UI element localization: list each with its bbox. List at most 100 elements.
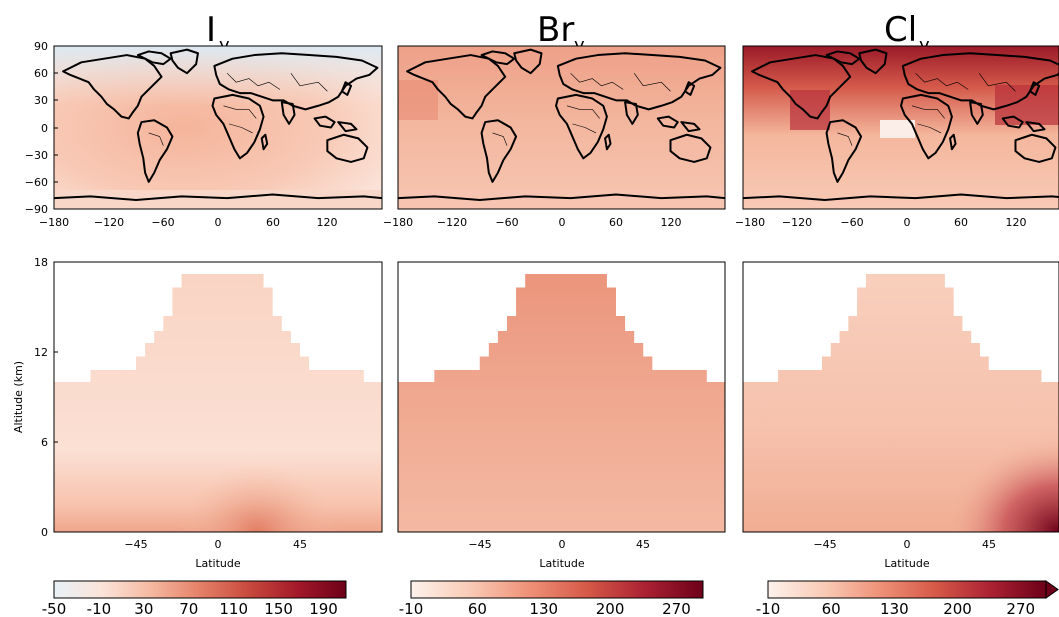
map-cly-xaxis: −180 −120 −60 0 60 120 — [735, 216, 1027, 229]
map-cly-xtick: 120 — [1006, 216, 1027, 229]
zonal-bry-xlabel: Latitude — [539, 557, 585, 570]
map-cly-frame — [742, 45, 1059, 210]
colorbar-tick-label: 200 — [943, 600, 972, 617]
zonal-cly-xtick: −45 — [813, 538, 836, 551]
zonal-bry-xtick: −45 — [468, 538, 491, 551]
zonal-panel-bry — [397, 261, 726, 533]
map-bry-xtick: −120 — [437, 216, 467, 229]
map-ytick-30: 30 — [34, 94, 48, 107]
map-iy-xtick: −60 — [151, 216, 174, 229]
zonal-iy-frame — [53, 261, 383, 533]
zonal-iy-hotspot — [54, 274, 382, 532]
zonal-cly-hotspot — [743, 274, 1059, 532]
map-bry-xaxis: −180 −120 −60 0 60 120 — [383, 216, 682, 229]
colorbar-tick-label: -50 — [42, 600, 67, 617]
zonal-cly-frame — [742, 261, 1059, 533]
title-bry-main: Br — [537, 10, 574, 50]
map-bry-field — [398, 46, 725, 209]
map-ytick-m60: −60 — [25, 176, 48, 189]
colorbar-tick-label: 200 — [596, 600, 625, 617]
map-ytick-60: 60 — [34, 67, 48, 80]
colorbar-cly: -10 60 130 200 270 — [756, 580, 1059, 617]
map-iy-yaxis: 90 60 30 0 −30 −60 −90 — [25, 40, 58, 216]
zonal-iy-xaxis: −45 0 45 Latitude — [124, 538, 307, 570]
colorbar-tick-label: -10 — [756, 600, 781, 617]
map-bry-xtick: −60 — [495, 216, 518, 229]
map-cly-xtick: −120 — [782, 216, 812, 229]
colorbar-tick-label: 270 — [1006, 600, 1035, 617]
zonal-bry-xtick: 45 — [636, 538, 650, 551]
map-bry-frame — [397, 45, 726, 210]
colorbar-cly-bar — [767, 580, 1047, 599]
map-bry-xtick: 60 — [609, 216, 623, 229]
map-panel-bry — [397, 45, 726, 210]
colorbar-iy-bar — [53, 580, 347, 599]
colorbar-tick-label: 270 — [662, 600, 691, 617]
zonal-ytick-18: 18 — [34, 256, 48, 269]
colorbar-cly-extend-arrow — [1045, 580, 1059, 599]
map-bry-xtick: 120 — [661, 216, 682, 229]
map-ytick-m90: −90 — [25, 203, 48, 216]
colorbar-tick-label: 60 — [822, 600, 841, 617]
colorbar-tick-label: 60 — [468, 600, 487, 617]
title-iy-main: I — [206, 10, 216, 50]
zonal-bry-xaxis: −45 0 45 Latitude — [468, 538, 650, 570]
zonal-cly-xlabel: Latitude — [884, 557, 930, 570]
zonal-iy-xlabel: Latitude — [195, 557, 241, 570]
map-cly-xtick: −180 — [735, 216, 765, 229]
colorbar-tick-label: 150 — [264, 600, 293, 617]
colorbar-tick-label: 190 — [309, 600, 338, 617]
colorbar-tick-label: -10 — [87, 600, 112, 617]
map-iy-xaxis: −180 −120 −60 0 60 120 — [39, 216, 338, 229]
map-iy-xtick: 0 — [215, 216, 222, 229]
colorbar-cly-ticks: -10 60 130 200 270 — [756, 600, 1035, 617]
zonal-cly-xtick: 0 — [904, 538, 911, 551]
title-cly-main: Cl — [884, 10, 917, 50]
map-bry-xtick: −180 — [383, 216, 413, 229]
colorbar-tick-label: 110 — [219, 600, 248, 617]
map-bry-antarctic — [398, 190, 725, 209]
map-panel-cly — [742, 45, 1059, 210]
zonal-ytick-6: 6 — [41, 436, 48, 449]
zonal-iy-xtick: −45 — [124, 538, 147, 551]
colorbar-bry-bar — [410, 580, 704, 599]
zonal-panel-iy — [53, 261, 383, 533]
zonal-bry-xtick: 0 — [559, 538, 566, 551]
zonal-cly-xaxis: −45 0 45 Latitude — [813, 538, 996, 570]
map-iy-xtick: 60 — [266, 216, 280, 229]
map-ytick-m30: −30 — [25, 149, 48, 162]
colorbar-tick-label: 130 — [880, 600, 909, 617]
map-ytick-0: 0 — [41, 122, 48, 135]
colorbar-tick-label: 130 — [529, 600, 558, 617]
zonal-ytick-12: 12 — [34, 346, 48, 359]
map-iy-xtick: 120 — [317, 216, 338, 229]
map-cly-xtick: 60 — [954, 216, 968, 229]
zonal-cly-xtick: 45 — [982, 538, 996, 551]
map-cly-xtick: 0 — [904, 216, 911, 229]
map-cly-low-region — [880, 120, 915, 138]
zonal-ylabel: Altitude (km) — [12, 361, 25, 433]
colorbar-iy: -50 -10 30 70 110 150 190 — [42, 580, 347, 617]
map-bry-xtick: 0 — [559, 216, 566, 229]
colorbar-tick-label: 30 — [134, 600, 153, 617]
colorbar-tick-label: -10 — [399, 600, 424, 617]
zonal-iy-xtick: 45 — [293, 538, 307, 551]
zonal-yaxis: 18 12 6 0 Altitude (km) — [12, 256, 58, 539]
colorbar-iy-ticks: -50 -10 30 70 110 150 190 — [42, 600, 338, 617]
colorbar-bry-ticks: -10 60 130 200 270 — [399, 600, 691, 617]
zonal-bry-field — [398, 274, 725, 532]
map-bry-hotspot-pacific — [398, 80, 438, 120]
map-panel-iy — [52, 45, 383, 210]
zonal-iy-xtick: 0 — [215, 538, 222, 551]
colorbar-bry: -10 60 130 200 270 — [399, 580, 704, 617]
colorbar-tick-label: 70 — [179, 600, 198, 617]
zonal-ytick-0: 0 — [41, 526, 48, 539]
zonal-panel-cly — [742, 261, 1059, 533]
zonal-bry-frame — [397, 261, 726, 533]
map-cly-xtick: −60 — [840, 216, 863, 229]
map-iy-xtick: −180 — [39, 216, 69, 229]
map-ytick-90: 90 — [34, 40, 48, 53]
map-iy-xtick: −120 — [94, 216, 124, 229]
map-iy-antarctic — [54, 190, 382, 209]
